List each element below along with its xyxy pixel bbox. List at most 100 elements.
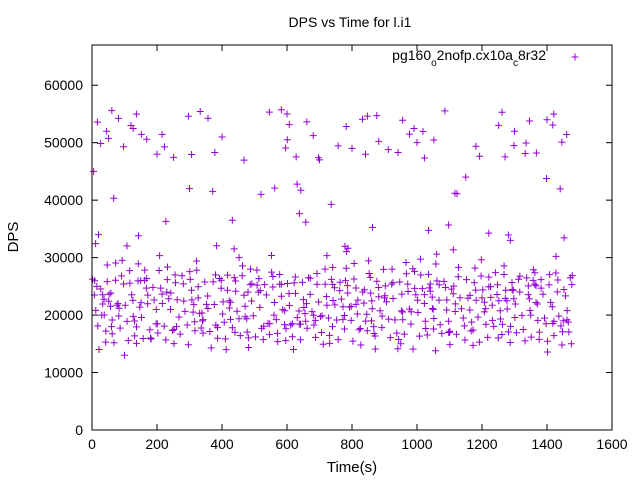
data-point [331, 301, 339, 309]
data-point [170, 153, 178, 161]
data-point [404, 288, 412, 296]
data-point [488, 301, 496, 309]
data-point [396, 278, 404, 286]
data-point [456, 294, 464, 302]
data-point [99, 291, 107, 299]
data-point [480, 308, 488, 316]
data-point [254, 288, 262, 296]
data-point [466, 306, 474, 314]
data-point [557, 322, 565, 330]
data-point [368, 305, 376, 313]
data-point [450, 282, 458, 290]
data-point [290, 279, 298, 287]
data-point [131, 317, 139, 325]
data-point [541, 314, 549, 322]
data-point [108, 316, 116, 324]
data-point [365, 269, 373, 277]
data-point [454, 273, 462, 281]
x-tick-label: 400 [210, 436, 234, 452]
data-point [521, 337, 529, 345]
data-point [391, 316, 399, 324]
data-point [240, 291, 248, 299]
data-point [371, 345, 379, 353]
data-point [154, 329, 162, 337]
data-point [147, 334, 154, 342]
data-point [453, 190, 461, 198]
data-point [510, 295, 518, 303]
data-point [309, 132, 317, 140]
data-point [206, 327, 214, 335]
data-point [199, 316, 207, 324]
data-point [299, 296, 307, 304]
data-point [352, 300, 360, 308]
data-point [287, 321, 295, 329]
data-point [310, 311, 318, 319]
data-point [506, 236, 514, 244]
data-point [426, 287, 434, 295]
data-point [441, 107, 449, 115]
data-point [253, 266, 261, 274]
data-point [270, 311, 278, 319]
data-point [285, 121, 293, 129]
data-point [139, 334, 147, 342]
data-point [399, 316, 407, 324]
data-point [415, 332, 423, 340]
points-layer [89, 106, 576, 359]
data-point [131, 332, 139, 340]
data-point [193, 257, 201, 265]
data-point [432, 260, 440, 268]
data-point [525, 295, 533, 303]
data-point [149, 283, 157, 291]
data-point [342, 277, 349, 285]
data-point [477, 272, 485, 280]
data-point [449, 290, 457, 298]
data-point [340, 311, 348, 319]
data-point [241, 302, 249, 310]
data-point [467, 327, 475, 335]
data-point [218, 133, 226, 141]
data-point [388, 280, 396, 288]
data-point [511, 127, 518, 135]
data-point [153, 320, 161, 328]
data-point [411, 267, 419, 275]
data-point [382, 298, 390, 306]
data-point [93, 118, 101, 126]
data-point [120, 143, 128, 151]
data-point [529, 266, 537, 274]
data-point [118, 256, 126, 264]
data-point [240, 156, 248, 164]
data-point [295, 307, 303, 315]
data-point [322, 293, 330, 301]
data-point [222, 346, 230, 354]
data-point [132, 339, 140, 347]
data-point [302, 317, 310, 325]
data-point [553, 288, 561, 296]
data-point [499, 320, 507, 328]
data-point [103, 127, 111, 135]
data-point [389, 294, 397, 302]
data-point [552, 252, 560, 260]
data-point [543, 348, 551, 356]
data-point [532, 149, 540, 157]
data-point [443, 296, 451, 304]
x-tick-label: 1400 [531, 436, 562, 452]
data-point [108, 107, 116, 115]
data-point [169, 326, 177, 334]
data-point [160, 143, 168, 151]
data-point [425, 226, 433, 234]
data-point [137, 277, 145, 285]
data-point [498, 331, 506, 339]
x-axis: 0 200 400 600 800 1000 1200 1400 1600 [88, 45, 628, 452]
data-point [496, 315, 504, 323]
data-point [511, 300, 519, 308]
data-point [308, 308, 316, 316]
y-tick-label: 10000 [44, 365, 83, 381]
data-point [451, 307, 459, 315]
data-point [411, 284, 419, 292]
data-point [563, 130, 571, 138]
data-point [478, 294, 486, 302]
data-point [310, 321, 318, 329]
data-point [306, 274, 314, 282]
data-point [373, 112, 381, 120]
data-point [416, 255, 424, 263]
